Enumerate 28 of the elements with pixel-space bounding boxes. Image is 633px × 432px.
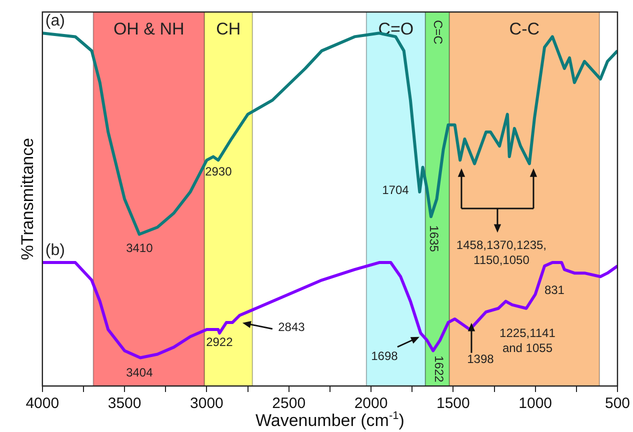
- annotation: 1458,1370,1235, 1150,1050: [456, 238, 547, 267]
- x-tick-label: 1500: [436, 395, 470, 412]
- annotation: 2843: [278, 320, 306, 334]
- series-label: (b): [45, 242, 65, 259]
- annotation: 1622: [432, 356, 446, 383]
- series-label: (a): [45, 12, 65, 30]
- x-tick-label: 3500: [108, 395, 142, 412]
- annotation: 1398: [467, 352, 494, 366]
- x-tick-label: 4000: [26, 395, 60, 412]
- band-label: OH & NH: [113, 20, 184, 39]
- annotation: 831: [544, 283, 565, 298]
- band-label: CH: [216, 20, 241, 39]
- annotation: 1635: [427, 225, 442, 252]
- annotation: 2930: [205, 164, 232, 179]
- annotation: 1698: [371, 349, 398, 364]
- annotation: 1704: [382, 182, 410, 197]
- x-tick-label: 2500: [272, 395, 306, 412]
- annotation: 1225,1141 and 1055: [500, 326, 556, 356]
- x-tick-label: 3000: [190, 395, 224, 412]
- band-label: C=C: [431, 20, 446, 45]
- band-label: C-C: [509, 20, 540, 39]
- x-tick-label: 1000: [518, 395, 552, 412]
- annotation: 2922: [206, 335, 234, 350]
- annotation: 3410: [126, 240, 154, 255]
- x-tick-label: 2000: [354, 395, 388, 412]
- x-tick-label: 500: [604, 395, 630, 412]
- annotation: 3404: [126, 365, 154, 380]
- y-axis-title: %Transmittance: [18, 138, 37, 260]
